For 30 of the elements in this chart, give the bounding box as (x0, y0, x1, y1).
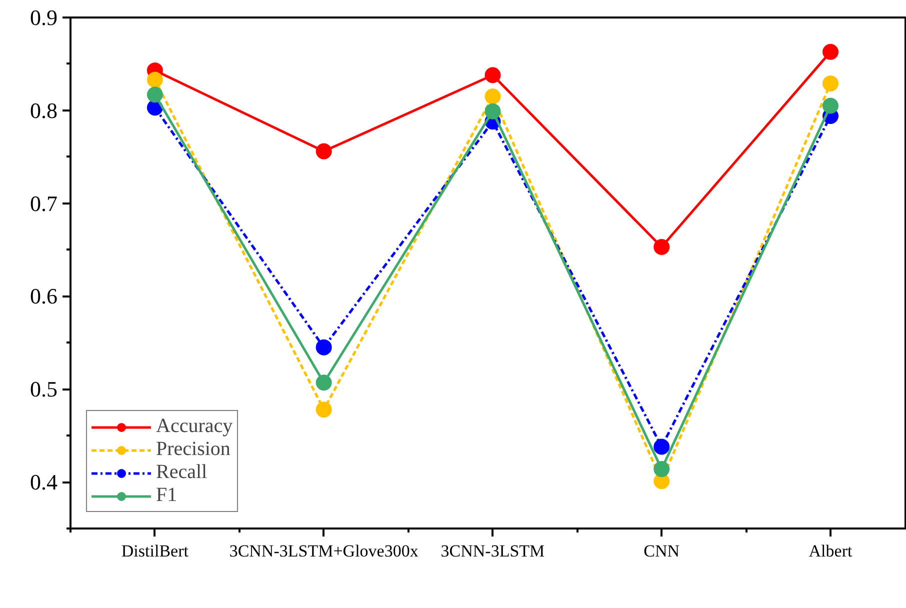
point (654, 461, 670, 478)
y-tick-label: 0.5 (30, 376, 58, 402)
point (822, 98, 838, 114)
x-tick-label: CNN (644, 542, 680, 560)
point (316, 402, 332, 418)
legend-label: Recall (156, 461, 208, 484)
legend-label: F1 (156, 484, 178, 507)
point (146, 72, 163, 88)
point (316, 374, 332, 391)
legend-label: Accuracy (156, 415, 233, 438)
point (654, 239, 670, 255)
point (822, 44, 838, 60)
y-tick-label: 0.9 (30, 5, 58, 30)
y-tick-label: 0.8 (30, 98, 58, 123)
point (484, 103, 501, 120)
point (822, 75, 838, 92)
x-tick-label: 3CNN-3LSTM (440, 542, 545, 560)
x-tick-label: DistilBert (121, 542, 189, 560)
y-tick-label: 0.6 (30, 284, 58, 309)
point (484, 67, 501, 84)
point (316, 339, 332, 356)
point (654, 438, 670, 455)
y-tick-label: 0.7 (30, 190, 58, 216)
point (146, 86, 163, 103)
point (484, 88, 501, 104)
point (316, 143, 332, 160)
y-tick-label: 0.4 (30, 470, 58, 495)
x-tick-label: Albert (808, 542, 852, 560)
legend-label: Precision (156, 438, 230, 461)
x-tick-label: 3CNN-3LSTM+Glove300x (229, 542, 419, 560)
